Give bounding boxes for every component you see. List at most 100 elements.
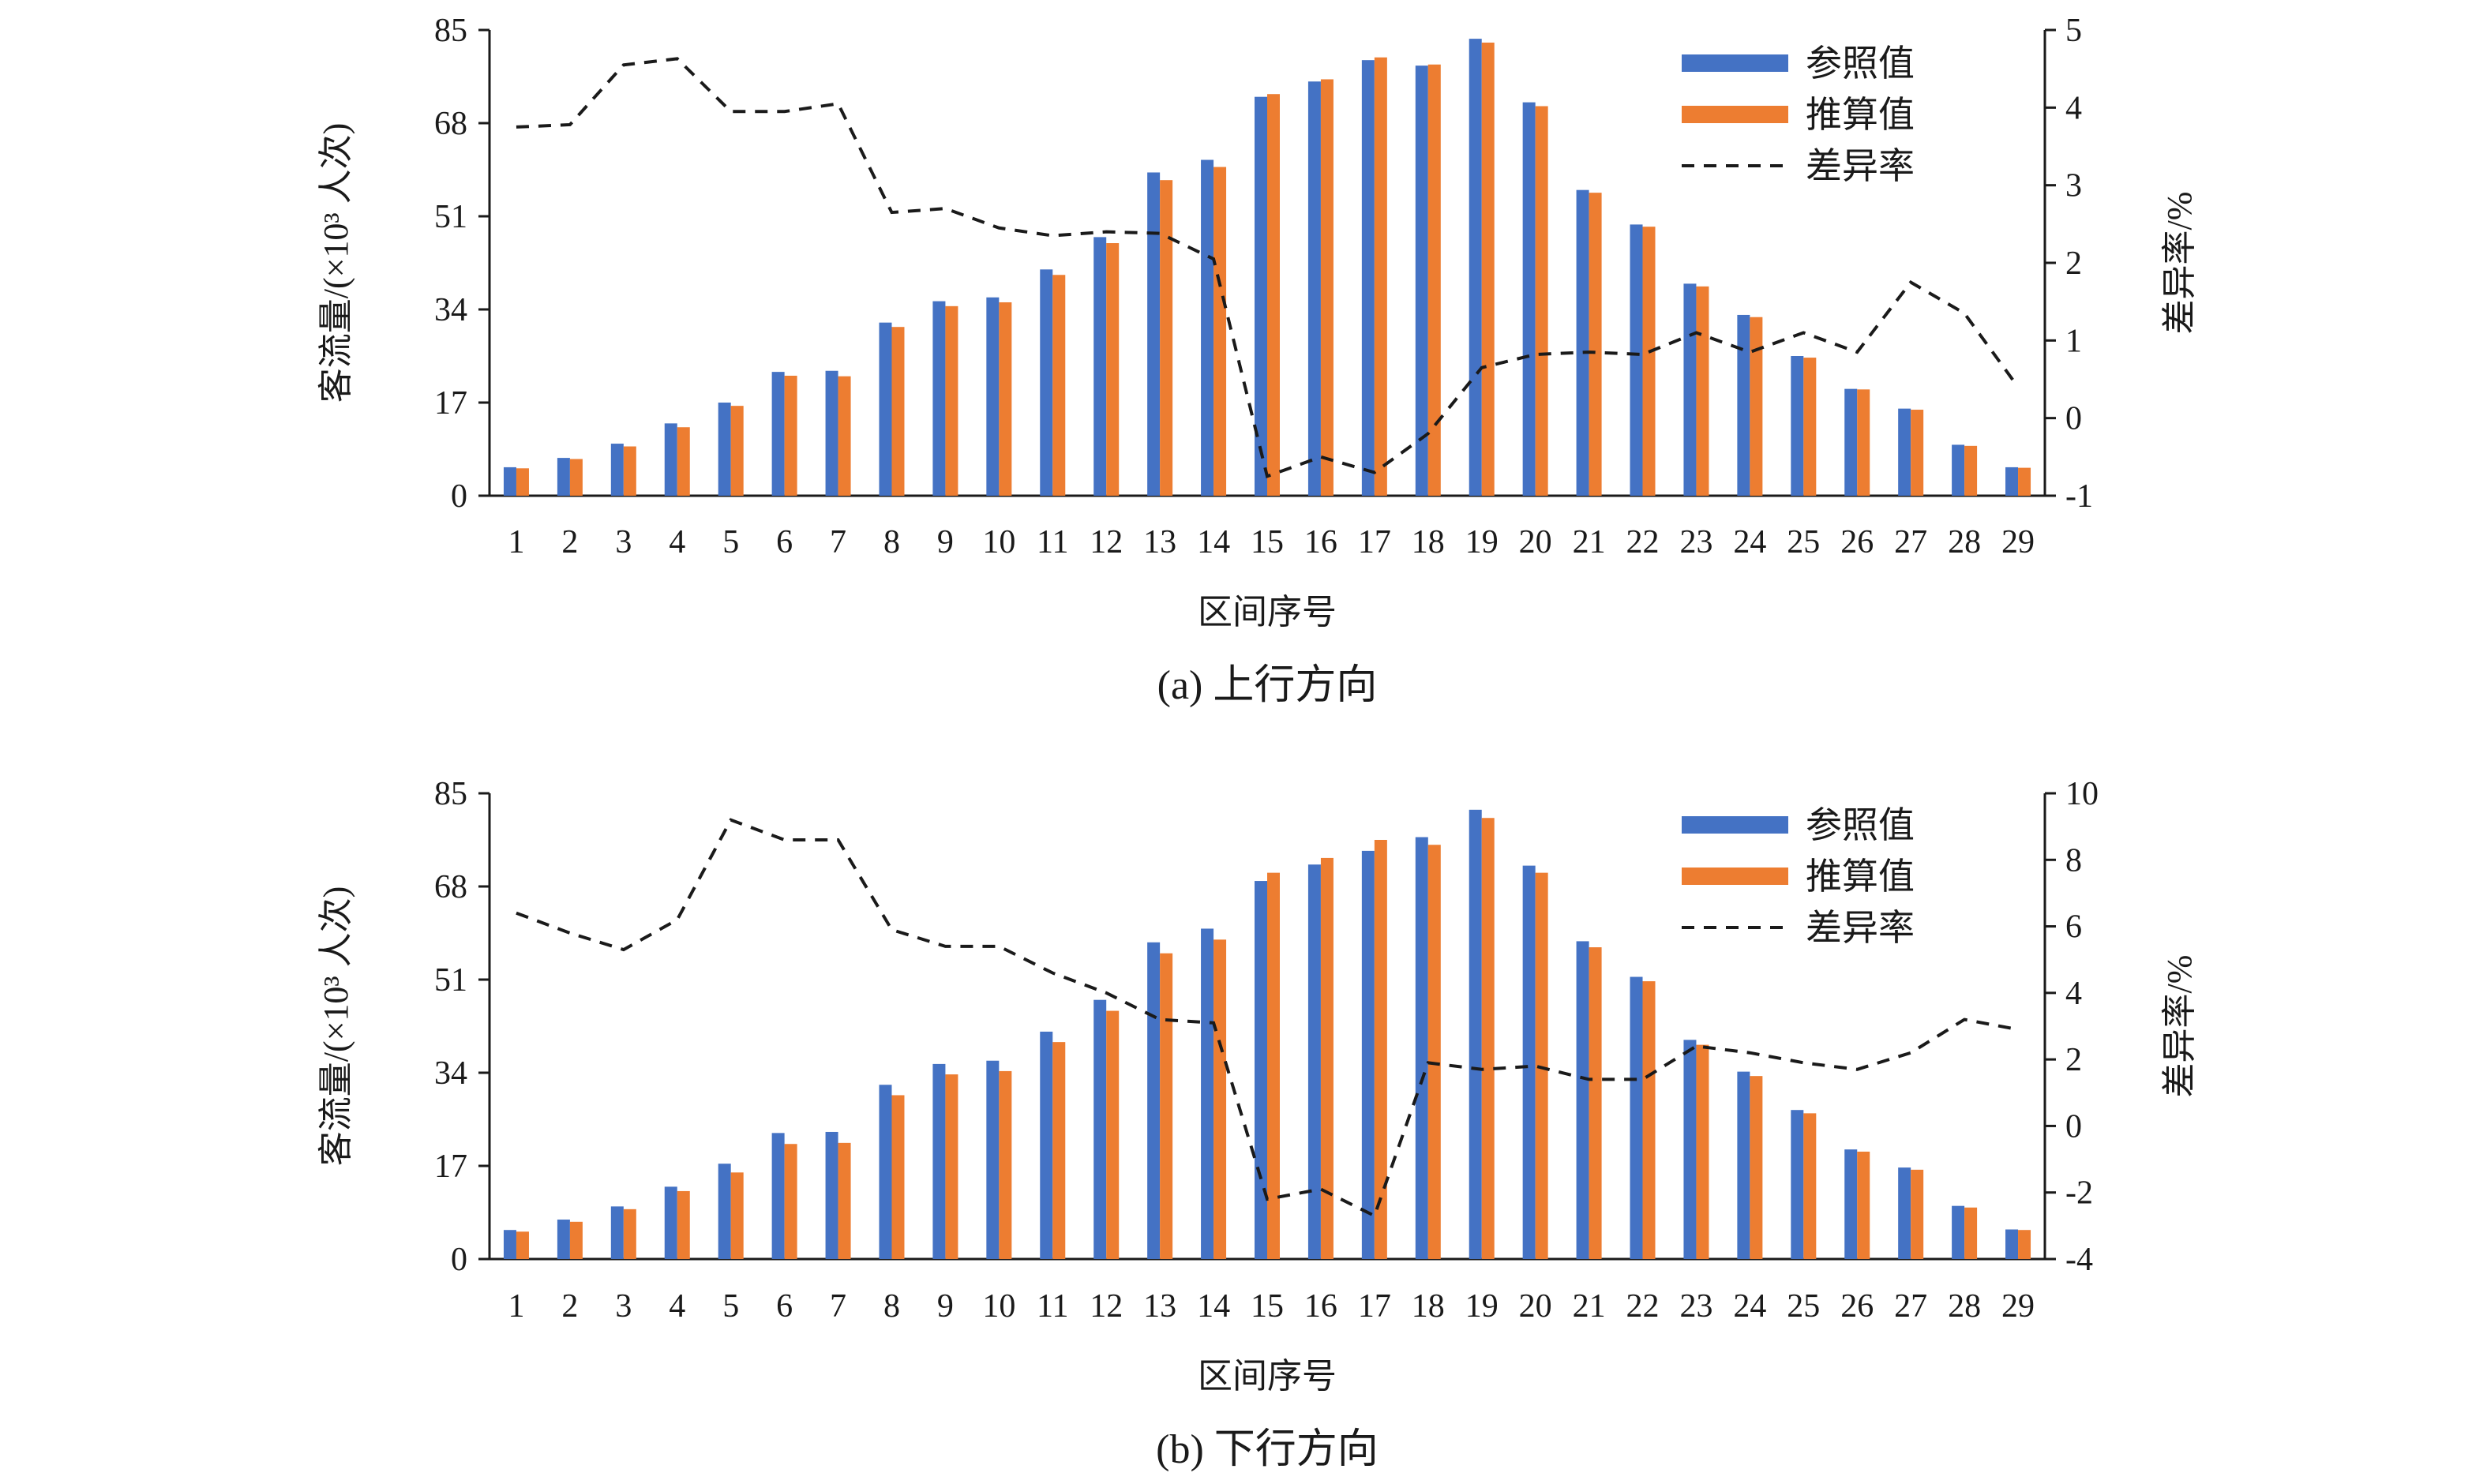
- y-right-tick-label: 3: [2065, 168, 2082, 204]
- bar-estimated: [1803, 1113, 1817, 1259]
- bar-reference: [1737, 314, 1750, 496]
- bar-estimated: [838, 376, 851, 496]
- x-tick-label: 13: [1143, 524, 1176, 560]
- bar-reference: [664, 423, 677, 496]
- bar-estimated: [999, 302, 1012, 496]
- bar-estimated: [1535, 106, 1548, 496]
- bar-estimated: [1642, 981, 1656, 1259]
- bar-estimated: [1481, 818, 1495, 1259]
- bar-reference: [1576, 941, 1589, 1259]
- x-tick-label: 19: [1465, 524, 1499, 560]
- bar-reference: [1201, 159, 1214, 496]
- figure-caption: (a) 上行方向: [1157, 663, 1378, 708]
- bar-estimated: [623, 1209, 636, 1259]
- bar-reference: [986, 297, 1000, 496]
- bar-estimated: [1857, 1151, 1870, 1259]
- x-tick-label: 3: [615, 524, 632, 560]
- bar-reference: [1683, 283, 1697, 496]
- bar-estimated: [1374, 57, 1387, 497]
- bar-estimated: [1750, 1076, 1763, 1259]
- x-tick-label: 24: [1733, 524, 1766, 560]
- bar-reference: [718, 1164, 731, 1259]
- bar-reference: [1040, 1031, 1053, 1259]
- bar-estimated: [2018, 467, 2031, 496]
- bar-reference: [1469, 39, 1482, 496]
- x-tick-label: 25: [1787, 1288, 1820, 1325]
- bar-reference: [1201, 928, 1214, 1259]
- x-tick-label: 23: [1679, 524, 1712, 560]
- bar-reference: [1255, 881, 1267, 1259]
- x-tick-label: 10: [982, 1288, 1015, 1325]
- bar-estimated: [1803, 358, 1817, 496]
- bar-reference: [1683, 1040, 1697, 1259]
- x-tick-label: 25: [1787, 524, 1820, 560]
- bar-estimated: [1964, 445, 1978, 496]
- x-tick-label: 18: [1412, 1288, 1445, 1325]
- bar-reference: [771, 372, 785, 496]
- y-left-tick-label: 0: [451, 478, 467, 515]
- bar-reference: [1791, 356, 1804, 496]
- x-tick-label: 24: [1733, 1288, 1766, 1325]
- bar-estimated: [1106, 1010, 1120, 1259]
- bar-reference: [879, 322, 892, 496]
- bar-reference: [1522, 102, 1536, 496]
- bar-estimated: [1427, 845, 1441, 1259]
- y-left-tick-label: 85: [434, 13, 467, 49]
- bar-estimated: [1106, 243, 1120, 496]
- bar-estimated: [1267, 872, 1280, 1259]
- bar-estimated: [1213, 939, 1227, 1259]
- x-tick-label: 23: [1679, 1288, 1712, 1325]
- x-tick-label: 7: [830, 524, 846, 560]
- x-tick-label: 16: [1304, 524, 1337, 560]
- y-right-tick-label: 4: [2065, 976, 2082, 1012]
- x-tick-label: 11: [1037, 1288, 1068, 1325]
- x-tick-label: 29: [2001, 1288, 2035, 1325]
- bar-reference: [1361, 850, 1375, 1259]
- bar-estimated: [945, 1074, 958, 1259]
- bar-reference: [1415, 66, 1428, 496]
- bar-estimated: [677, 427, 690, 496]
- bar-estimated: [891, 327, 905, 496]
- y-right-tick-label: 2: [2065, 1042, 2082, 1078]
- bar-estimated: [945, 305, 958, 496]
- bar-estimated: [1696, 286, 1709, 496]
- x-tick-label: 16: [1304, 1288, 1337, 1325]
- bar-estimated: [1911, 410, 1924, 496]
- bar-estimated: [623, 446, 636, 496]
- x-tick-label: 27: [1894, 1288, 1927, 1325]
- y-right-tick-label: -1: [2065, 478, 2093, 515]
- bar-reference: [1361, 60, 1375, 497]
- bar-reference: [557, 1220, 570, 1259]
- bar-reference: [1522, 865, 1536, 1259]
- x-tick-label: 6: [776, 1288, 793, 1325]
- y-left-axis-title: 客流量/(×10³ 人次): [317, 123, 355, 403]
- line-difference-rate: [516, 57, 2020, 479]
- bar-estimated: [1320, 857, 1334, 1259]
- bar-estimated: [784, 1144, 797, 1259]
- bar-reference: [1147, 172, 1161, 496]
- bar-estimated: [1750, 317, 1763, 496]
- bar-reference: [1952, 1205, 1965, 1259]
- x-tick-label: 14: [1197, 1288, 1230, 1325]
- bar-estimated: [730, 1172, 744, 1259]
- bar-reference: [825, 1131, 838, 1259]
- bar-reference: [932, 1063, 946, 1259]
- bar-reference: [825, 370, 838, 496]
- bar-reference: [718, 403, 731, 496]
- y-left-tick-label: 34: [434, 292, 467, 328]
- bar-reference: [1952, 444, 1965, 496]
- bar-reference: [2005, 1229, 2019, 1259]
- bar-estimated: [516, 468, 529, 496]
- bar-estimated: [730, 406, 744, 496]
- legend-label: 差异率: [1806, 908, 1915, 948]
- x-tick-label: 12: [1090, 1288, 1123, 1325]
- legend-swatch-reference: [1682, 816, 1788, 834]
- x-tick-label: 6: [776, 524, 793, 560]
- x-tick-label: 7: [830, 1288, 846, 1325]
- bar-estimated: [1589, 947, 1602, 1259]
- y-left-tick-label: 68: [434, 869, 467, 905]
- bar-estimated: [1642, 227, 1656, 496]
- x-tick-label: 4: [669, 1288, 685, 1325]
